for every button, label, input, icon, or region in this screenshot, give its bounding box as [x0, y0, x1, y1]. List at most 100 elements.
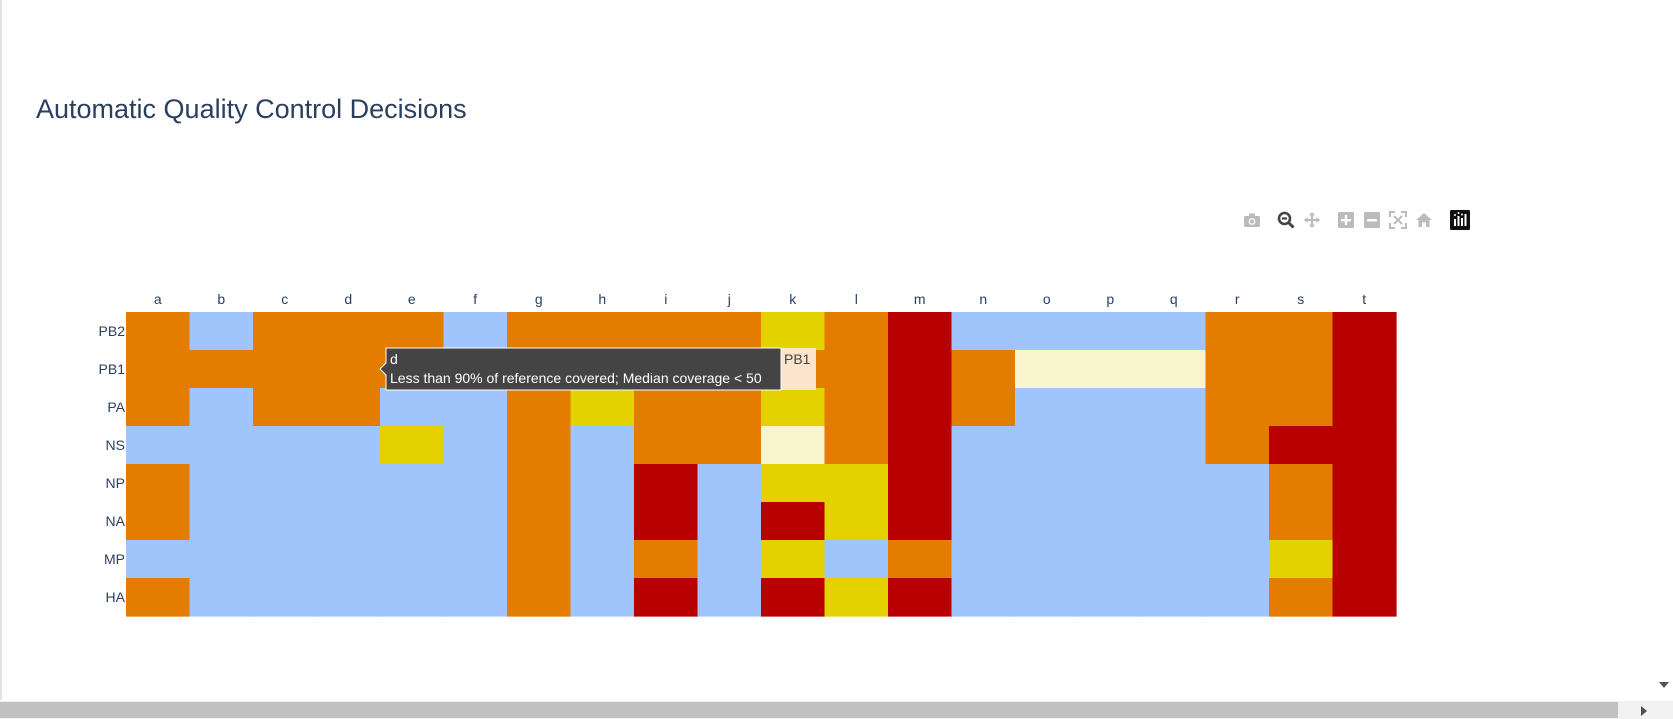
heatmap-cell-MP-e[interactable] [380, 540, 445, 579]
heatmap-cell-PB1-m[interactable] [888, 350, 953, 389]
heatmap-cell-MP-n[interactable] [951, 540, 1016, 579]
heatmap-cell-PB2-r[interactable] [1205, 312, 1270, 351]
heatmap-cell-HA-l[interactable] [824, 578, 889, 617]
heatmap-cell-PA-n[interactable] [951, 388, 1016, 427]
heatmap-cell-HA-i[interactable] [634, 578, 699, 617]
heatmap-cell-NS-j[interactable] [697, 426, 762, 465]
heatmap-cell-NA-i[interactable] [634, 502, 699, 541]
heatmap-cell-NA-s[interactable] [1269, 502, 1334, 541]
heatmap-cell-MP-a[interactable] [126, 540, 191, 579]
heatmap-cell-NS-e[interactable] [380, 426, 445, 465]
heatmap-cell-NS-r[interactable] [1205, 426, 1270, 465]
zoom-in-icon[interactable] [1334, 208, 1358, 232]
heatmap-cell-MP-f[interactable] [443, 540, 508, 579]
heatmap-cell-HA-m[interactable] [888, 578, 953, 617]
heatmap-cell-PA-a[interactable] [126, 388, 191, 427]
heatmap-cell-PB2-q[interactable] [1142, 312, 1207, 351]
heatmap-cell-NA-n[interactable] [951, 502, 1016, 541]
heatmap-cell-MP-j[interactable] [697, 540, 762, 579]
heatmap-cell-HA-o[interactable] [1015, 578, 1080, 617]
zoom-out-icon[interactable] [1360, 208, 1384, 232]
heatmap-cell-MP-d[interactable] [316, 540, 381, 579]
heatmap-cell-PB1-p[interactable] [1078, 350, 1143, 389]
heatmap-cell-NA-d[interactable] [316, 502, 381, 541]
heatmap-cell-PB2-b[interactable] [189, 312, 254, 351]
heatmap-cell-PA-c[interactable] [253, 388, 318, 427]
heatmap-cell-PB2-d[interactable] [316, 312, 381, 351]
heatmap-cell-NP-g[interactable] [507, 464, 572, 503]
heatmap-cell-PB1-o[interactable] [1015, 350, 1080, 389]
heatmap-cell-NA-h[interactable] [570, 502, 635, 541]
horizontal-scrollbar[interactable] [0, 701, 1673, 719]
heatmap-cell-MP-m[interactable] [888, 540, 953, 579]
heatmap-cell-NA-j[interactable] [697, 502, 762, 541]
heatmap-cell-MP-i[interactable] [634, 540, 699, 579]
heatmap-cell-NP-c[interactable] [253, 464, 318, 503]
heatmap-cell-PA-k[interactable] [761, 388, 826, 427]
heatmap-cell-NP-h[interactable] [570, 464, 635, 503]
heatmap-cell-NP-k[interactable] [761, 464, 826, 503]
heatmap-cell-PB2-l[interactable] [824, 312, 889, 351]
heatmap-cell-NA-l[interactable] [824, 502, 889, 541]
heatmap-cell-PB1-r[interactable] [1205, 350, 1270, 389]
heatmap-cell-PB2-j[interactable] [697, 312, 762, 351]
heatmap-cell-MP-r[interactable] [1205, 540, 1270, 579]
heatmap-cell-PB2-k[interactable] [761, 312, 826, 351]
heatmap-cell-PA-q[interactable] [1142, 388, 1207, 427]
heatmap-cell-MP-p[interactable] [1078, 540, 1143, 579]
heatmap-cell-NP-l[interactable] [824, 464, 889, 503]
heatmap-cell-PB2-g[interactable] [507, 312, 572, 351]
heatmap-cell-NP-r[interactable] [1205, 464, 1270, 503]
heatmap-cell-PB2-a[interactable] [126, 312, 191, 351]
heatmap-cell-PA-d[interactable] [316, 388, 381, 427]
heatmap-cell-PA-o[interactable] [1015, 388, 1080, 427]
heatmap-cell-NP-a[interactable] [126, 464, 191, 503]
heatmap-cell-PB1-b[interactable] [189, 350, 254, 389]
heatmap-cell-PA-i[interactable] [634, 388, 699, 427]
heatmap-cell-PA-j[interactable] [697, 388, 762, 427]
heatmap-cell-NP-t[interactable] [1332, 464, 1397, 503]
heatmap-cell-NA-a[interactable] [126, 502, 191, 541]
heatmap-cell-PB1-a[interactable] [126, 350, 191, 389]
heatmap-cell-PB1-n[interactable] [951, 350, 1016, 389]
heatmap-cell-HA-a[interactable] [126, 578, 191, 617]
heatmap-cell-MP-b[interactable] [189, 540, 254, 579]
heatmap-cell-HA-c[interactable] [253, 578, 318, 617]
zoom-icon[interactable] [1274, 208, 1298, 232]
heatmap-cell-NA-p[interactable] [1078, 502, 1143, 541]
heatmap-cell-HA-r[interactable] [1205, 578, 1270, 617]
heatmap-cell-MP-t[interactable] [1332, 540, 1397, 579]
heatmap-cell-HA-j[interactable] [697, 578, 762, 617]
heatmap-cell-PB2-o[interactable] [1015, 312, 1080, 351]
heatmap-cell-MP-h[interactable] [570, 540, 635, 579]
heatmap-cell-MP-o[interactable] [1015, 540, 1080, 579]
heatmap-cell-NP-d[interactable] [316, 464, 381, 503]
camera-icon[interactable] [1240, 208, 1264, 232]
heatmap-cell-NA-e[interactable] [380, 502, 445, 541]
heatmap-cell-NA-m[interactable] [888, 502, 953, 541]
heatmap-cell-PA-p[interactable] [1078, 388, 1143, 427]
heatmap-cell-NA-b[interactable] [189, 502, 254, 541]
autoscale-icon[interactable] [1386, 208, 1410, 232]
heatmap-cell-HA-d[interactable] [316, 578, 381, 617]
heatmap-cell-NP-f[interactable] [443, 464, 508, 503]
heatmap-cell-NP-s[interactable] [1269, 464, 1334, 503]
heatmap-cell-PA-l[interactable] [824, 388, 889, 427]
heatmap-cell-NP-b[interactable] [189, 464, 254, 503]
heatmap-cell-NP-m[interactable] [888, 464, 953, 503]
heatmap-cell-NS-s[interactable] [1269, 426, 1334, 465]
heatmap-cell-NP-e[interactable] [380, 464, 445, 503]
heatmap-cell-PB2-n[interactable] [951, 312, 1016, 351]
heatmap-cell-HA-f[interactable] [443, 578, 508, 617]
heatmap-cell-NS-g[interactable] [507, 426, 572, 465]
heatmap-cell-PA-f[interactable] [443, 388, 508, 427]
heatmap-cell-NS-q[interactable] [1142, 426, 1207, 465]
heatmap-cell-PB2-i[interactable] [634, 312, 699, 351]
heatmap-cell-HA-g[interactable] [507, 578, 572, 617]
heatmap-cell-NP-n[interactable] [951, 464, 1016, 503]
heatmap-cell-PA-e[interactable] [380, 388, 445, 427]
scrollbar-thumb[interactable] [0, 702, 1618, 718]
heatmap-cell-NS-a[interactable] [126, 426, 191, 465]
heatmap-cell-HA-p[interactable] [1078, 578, 1143, 617]
